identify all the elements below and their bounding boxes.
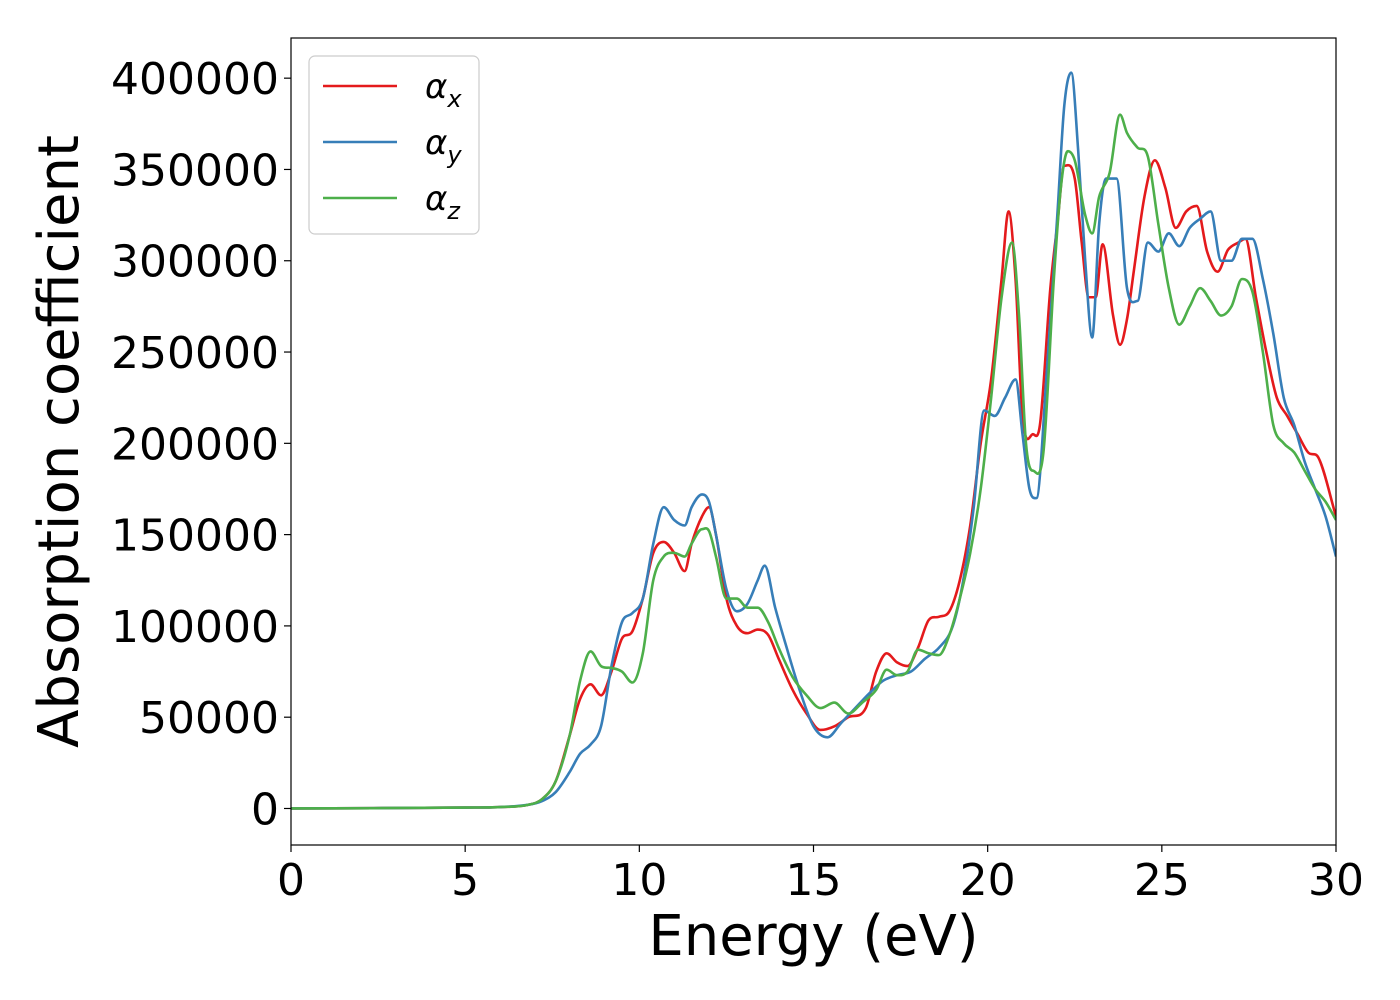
y-tick-label: 350000 [111, 145, 279, 196]
x-tick-label: 5 [451, 855, 479, 906]
y-tick-label: 250000 [111, 328, 279, 379]
ticks-layer: 0 5 10 15 20 25 30 0 50000 100000 150000 200000 2500… [111, 54, 1364, 906]
plot-frame [290, 37, 1337, 846]
y-tick-label: 0 [251, 784, 279, 835]
series-line-alpha-x [291, 159, 1336, 810]
legend-label-alpha-z: αz [425, 179, 461, 225]
x-tick-label: 20 [960, 855, 1016, 906]
y-tick-label: 300000 [111, 237, 279, 288]
x-tick-label: 30 [1308, 855, 1364, 906]
x-tick-label: 0 [277, 855, 305, 906]
y-tick-label: 150000 [111, 511, 279, 562]
x-tick-label: 10 [611, 855, 667, 906]
legend-label-alpha-x: αx [425, 67, 462, 113]
y-tick-label: 400000 [111, 54, 279, 105]
series-layer [291, 71, 1336, 810]
x-tick-label: 25 [1134, 855, 1190, 906]
legend-box [308, 55, 480, 235]
series-line-alpha-z [291, 113, 1336, 810]
y-tick-label: 50000 [139, 693, 279, 744]
legend: αx αy αz [308, 55, 480, 235]
x-tick-label: 15 [786, 855, 842, 906]
y-tick-label: 100000 [111, 602, 279, 653]
y-tick-label: 200000 [111, 419, 279, 470]
y-axis-label: Absorption coefficient [27, 135, 92, 748]
legend-label-alpha-y: αy [425, 123, 462, 169]
x-axis-label: Energy (eV) [648, 904, 978, 969]
